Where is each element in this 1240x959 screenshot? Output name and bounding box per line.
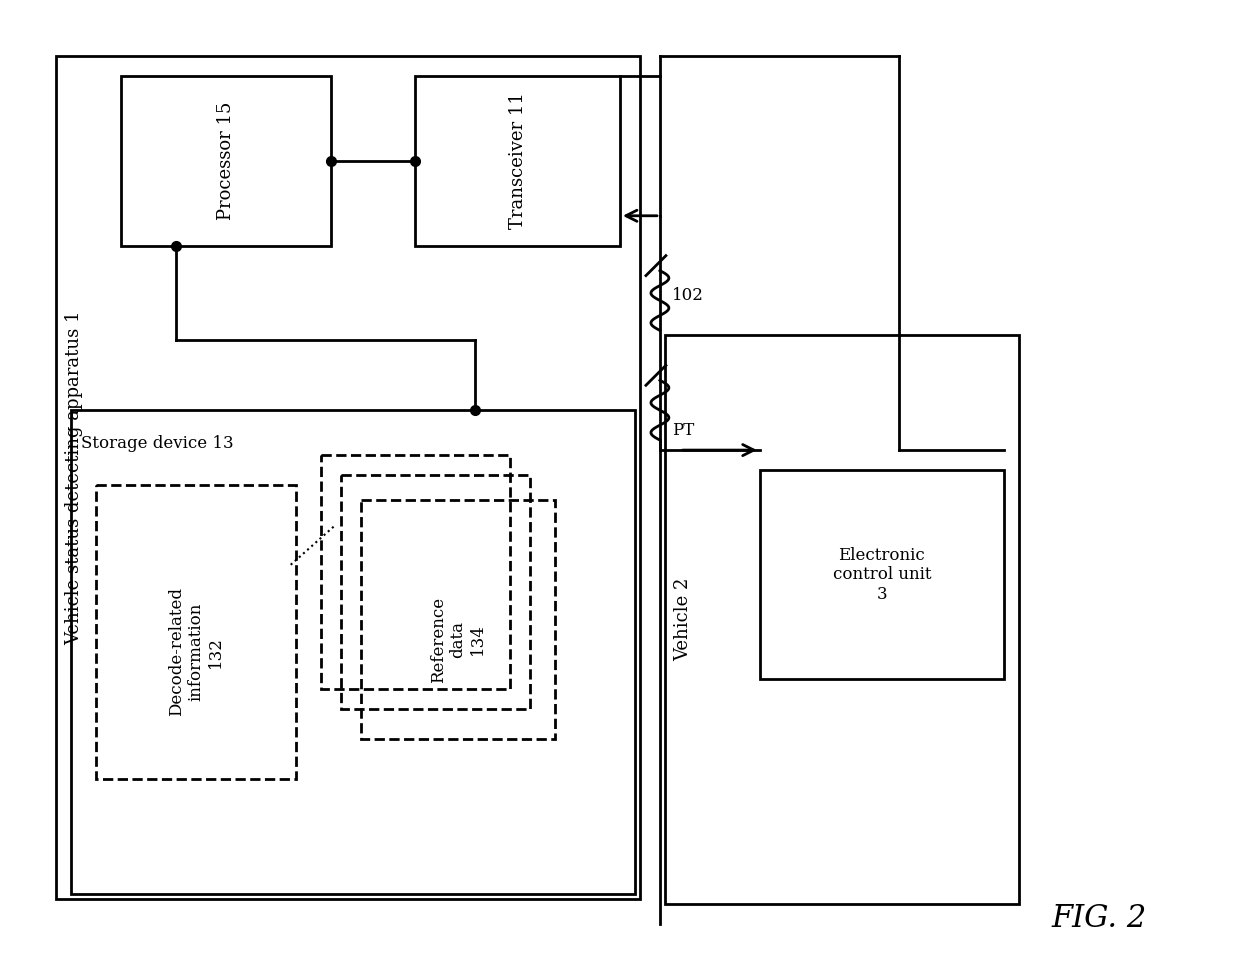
Text: FIG. 2: FIG. 2: [1052, 903, 1147, 934]
Bar: [56, 57, 640, 899]
Bar: [122, 76, 331, 246]
Bar: [415, 76, 620, 246]
Text: Vehicle 2: Vehicle 2: [673, 578, 692, 662]
Bar: [665, 336, 1019, 903]
Text: PT: PT: [672, 422, 694, 438]
Text: Processor 15: Processor 15: [217, 102, 234, 221]
Bar: [321, 456, 510, 690]
Text: Transceiver 11: Transceiver 11: [508, 92, 527, 229]
Bar: [97, 485, 295, 779]
Bar: [361, 500, 556, 739]
Text: Storage device 13: Storage device 13: [81, 435, 234, 452]
Text: Electronic
control unit
3: Electronic control unit 3: [833, 547, 931, 603]
Bar: [341, 475, 531, 710]
Text: Decode-related
information
132: Decode-related information 132: [167, 588, 224, 716]
Text: Vehicle status detecting apparatus 1: Vehicle status detecting apparatus 1: [66, 311, 83, 644]
Bar: [760, 470, 1004, 679]
Bar: [71, 410, 635, 894]
Text: Reference
data
134: Reference data 134: [430, 596, 486, 683]
Text: 102: 102: [672, 287, 704, 304]
